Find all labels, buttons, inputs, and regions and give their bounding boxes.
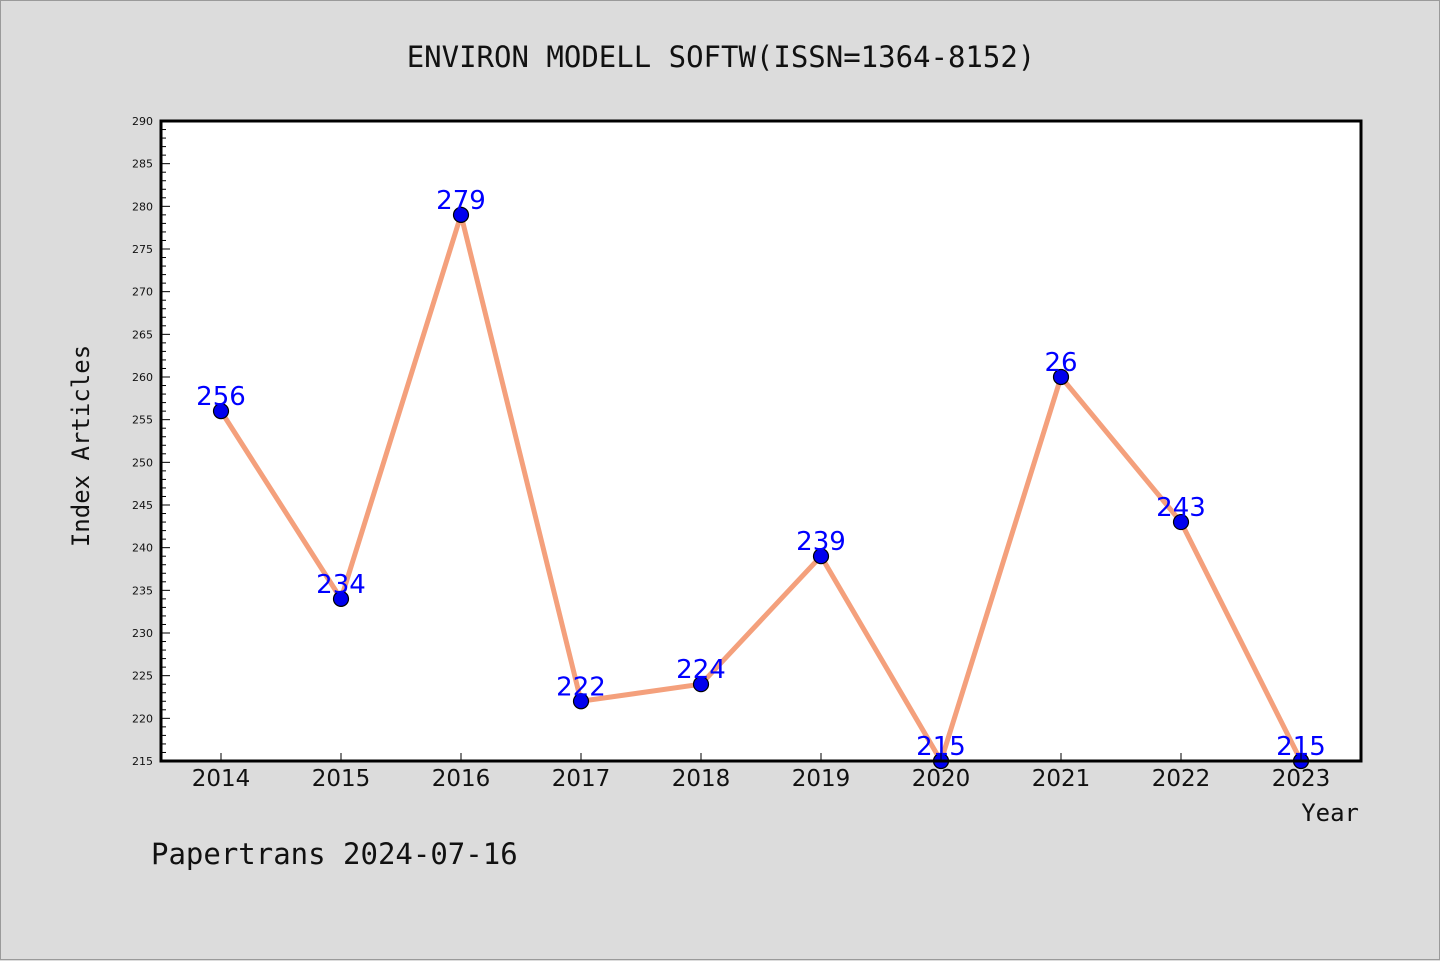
x-tick-label: 2023 [1272,766,1331,792]
chart-title: ENVIRON MODELL SOFTW(ISSN=1364-8152) [407,40,1036,74]
data-label: 222 [556,672,606,702]
y-tick-label: 220 [132,712,153,725]
y-axis-ticks: 215 220 225 230 235 240 245 250 255 260 265 270 275 2… [132,115,170,768]
y-tick-label: 240 [132,542,153,555]
series-line [218,205,1304,768]
data-point [1172,513,1190,531]
y-tick-label: 235 [132,584,153,597]
y-tick-label: 255 [132,414,153,427]
data-point [1052,368,1070,386]
x-tick-label: 2016 [432,766,491,792]
x-tick-label: 2014 [192,766,251,792]
x-tick-label: 2017 [552,766,611,792]
footer-text: Papertrans 2024-07-16 [151,837,518,871]
y-tick-label: 290 [132,115,153,128]
plot-area [161,121,1361,761]
x-axis-ticks: 2014 2015 2016 2017 2018 2019 2020 2021 2022 2023 [192,753,1331,792]
x-axis-title: Year [1301,799,1359,827]
data-point [452,206,470,223]
data-point [212,403,230,420]
y-tick-label: 225 [132,670,153,683]
data-label: 243 [1156,493,1206,523]
data-point [332,590,350,607]
x-tick-label: 2018 [672,766,731,792]
series-line-group [218,205,1304,768]
y-tick-label: 245 [132,499,153,512]
y-tick-label: 270 [132,286,153,299]
x-tick-label: 2015 [312,766,371,792]
data-label: 279 [436,186,486,216]
x-tick-label: 2022 [1152,766,1211,792]
y-tick-label: 285 [132,158,153,171]
y-axis-title: Index Articles [67,345,95,547]
y-tick-label: 260 [132,371,153,384]
data-label: 239 [796,527,846,557]
plot-border [159,119,1363,763]
data-point [572,693,590,710]
x-tick-label: 2021 [1032,766,1091,792]
data-point [692,676,710,693]
x-tick-label: 2020 [912,766,971,792]
y-tick-label: 280 [132,200,153,213]
y-tick-label: 275 [132,243,153,256]
data-label: 224 [676,655,726,685]
data-label: 26 [1044,348,1077,378]
x-tick-label: 2019 [792,766,851,792]
y-tick-label: 250 [132,456,153,469]
data-label: 234 [316,570,366,600]
y-tick-label: 265 [132,328,153,341]
y-tick-label: 230 [132,627,153,640]
data-label: 256 [196,382,246,412]
data-point [812,548,830,565]
y-tick-label: 215 [132,755,153,768]
